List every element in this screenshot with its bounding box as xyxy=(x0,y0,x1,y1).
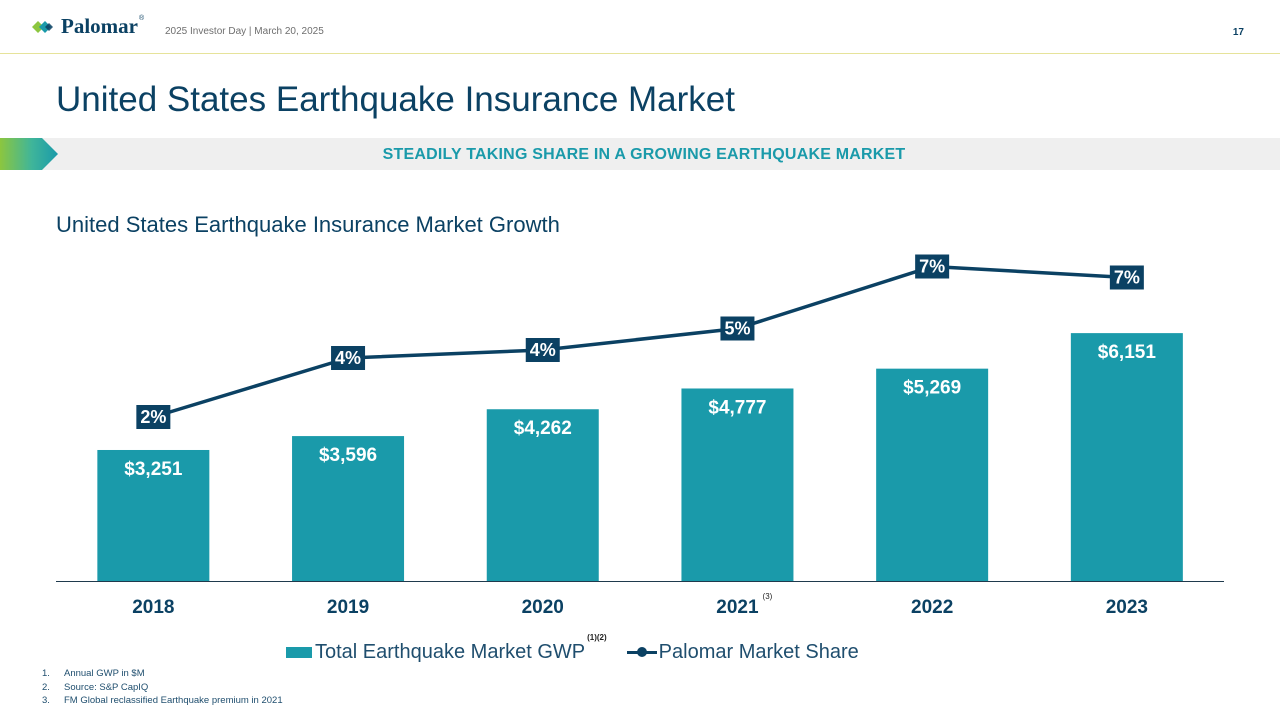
legend-line-swatch xyxy=(626,647,657,657)
footnote-1: 1. Annual GWP in $M xyxy=(42,668,145,679)
share-label-box-2023 xyxy=(1109,265,1144,290)
bar-label-2022: $5,269 xyxy=(903,378,961,399)
legend-line-label: Palomar Market Share xyxy=(658,641,859,663)
x-tick-label-2023: 2023 xyxy=(1106,597,1148,618)
share-label-box-2018 xyxy=(136,405,171,429)
legend-bar-footnote: (1)(2) xyxy=(587,633,607,642)
bar-label-2021: $4,777 xyxy=(708,397,766,418)
legend-bar-label: Total Earthquake Market GWP xyxy=(315,641,586,663)
bar-2021 xyxy=(681,388,794,581)
bar-2018 xyxy=(97,449,210,581)
header-subtitle: 2025 Investor Day | March 20, 2025 xyxy=(165,26,324,37)
bar-2023 xyxy=(1070,333,1183,581)
x-tick-footnote-2021: (3) xyxy=(763,592,773,601)
palomar-logo[interactable]: Palomar ® xyxy=(32,14,145,39)
banner: STEADILY TAKING SHARE IN A GROWING EARTH… xyxy=(0,138,1280,170)
bar-label-2018: $3,251 xyxy=(124,459,183,480)
share-label-box-2021 xyxy=(720,316,755,341)
banner-text: STEADILY TAKING SHARE IN A GROWING EARTH… xyxy=(382,146,906,163)
bar-2019 xyxy=(292,436,405,581)
share-label-2023: 7% xyxy=(1114,268,1140,288)
x-tick-label-2019: 2019 xyxy=(327,597,369,618)
share-label-2019: 4% xyxy=(335,348,361,368)
legend-bar-swatch xyxy=(286,647,312,658)
footnotes: 1. Annual GWP in $M 2. Source: S&P CapIQ 3… xyxy=(42,667,283,708)
logo-registered-mark: ® xyxy=(138,15,145,22)
chart-legend: Total Earthquake Market GWP (1)(2) Palom… xyxy=(286,633,859,664)
share-label-2020: 4% xyxy=(530,340,556,360)
logo-text: Palomar xyxy=(61,14,138,38)
bar-2020 xyxy=(486,409,599,581)
share-label-box-2022 xyxy=(915,254,950,279)
page-title: United States Earthquake Insurance Marke… xyxy=(56,80,735,119)
share-label-box-2020 xyxy=(525,338,560,362)
x-tick-label-2021: 2021 xyxy=(716,597,759,618)
footnote-2: 2. Source: S&P CapIQ xyxy=(42,681,149,693)
footnote-3: 3. FM Global reclassified Earthquake prem… xyxy=(42,695,283,706)
chart-title: United States Earthquake Insurance Marke… xyxy=(56,212,560,237)
x-tick-label-2020: 2020 xyxy=(522,597,564,618)
share-label-2022: 7% xyxy=(919,257,945,277)
page-number: 17 xyxy=(1232,27,1244,38)
palomar-logo-icon xyxy=(32,20,53,33)
market-share-line xyxy=(152,264,1127,419)
x-tick-label-2018: 2018 xyxy=(132,597,174,618)
x-tick-label-2022: 2022 xyxy=(911,597,953,618)
share-label-box-2019 xyxy=(331,346,366,370)
bar-2022 xyxy=(876,368,989,581)
header: Palomar ® 2025 Investor Day | March 20, … xyxy=(0,0,1280,54)
bar-label-2020: $4,262 xyxy=(514,418,572,439)
banner-arrow-icon xyxy=(0,138,58,170)
share-label-2021: 5% xyxy=(724,319,750,339)
share-label-2018: 2% xyxy=(140,407,166,427)
bar-label-2019: $3,596 xyxy=(319,445,377,466)
bar-label-2023: $6,151 xyxy=(1098,342,1157,363)
